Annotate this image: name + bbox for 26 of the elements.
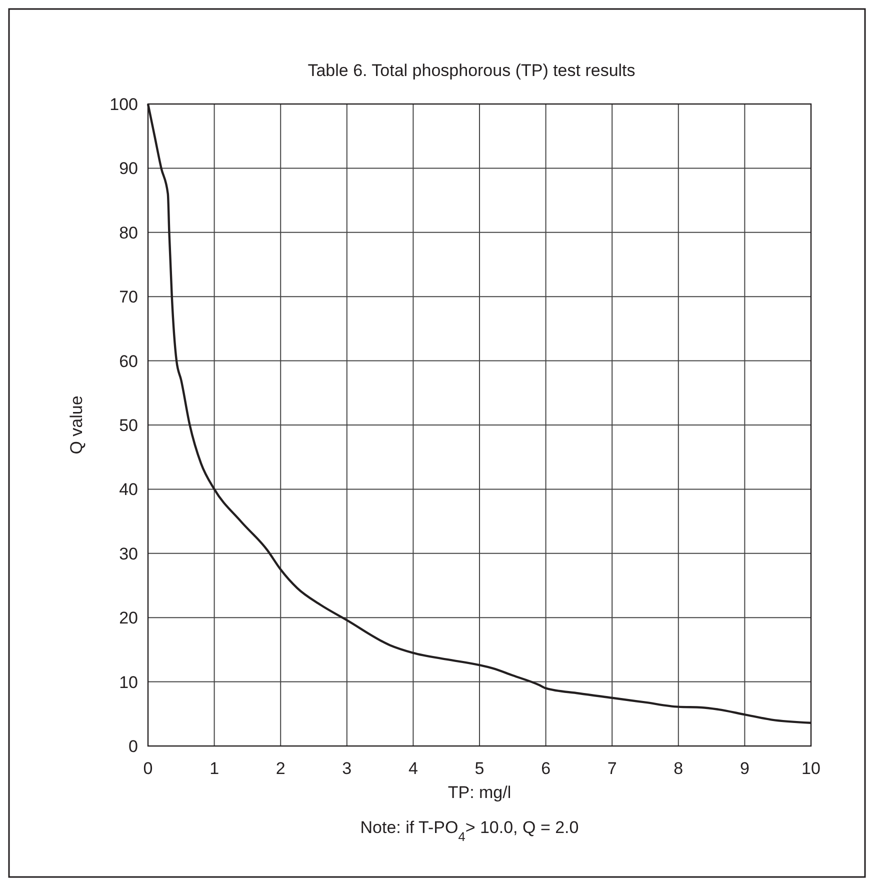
y-tick-label: 80: [119, 223, 138, 242]
x-tick-label: 7: [607, 759, 617, 778]
x-tick-label: 0: [143, 759, 153, 778]
y-tick-label: 100: [110, 95, 138, 114]
y-tick-label: 0: [128, 737, 138, 756]
x-tick-label: 2: [276, 759, 286, 778]
text: Note: if T-PO$_{4}$> 10.0, Q = 2.0: [360, 818, 579, 844]
x-tick-label: 5: [474, 759, 484, 778]
y-tick-label: 10: [119, 672, 138, 692]
chart-title: Table 6. Total phosphorous (TP) test results: [308, 61, 636, 80]
x-tick-label: 10: [802, 759, 820, 778]
x-tick-label: 6: [541, 759, 551, 778]
x-axis-title: TP: mg/l: [448, 783, 512, 802]
y-tick-label: 60: [119, 352, 138, 371]
y-axis-title: Q value: [67, 396, 86, 454]
y-tick-label: 40: [119, 480, 138, 500]
y-tick-label: 30: [119, 544, 138, 564]
x-tick-label: 1: [210, 759, 220, 778]
y-tick-label: 70: [119, 288, 138, 307]
y-tick-label: 20: [119, 608, 138, 628]
x-tick-label: 8: [674, 759, 684, 778]
x-tick-label: 4: [408, 759, 418, 778]
y-tick-label: 50: [119, 416, 138, 435]
y-tick-label: 90: [119, 159, 138, 178]
x-tick-label: 3: [342, 759, 352, 778]
x-tick-label: 9: [740, 759, 750, 778]
